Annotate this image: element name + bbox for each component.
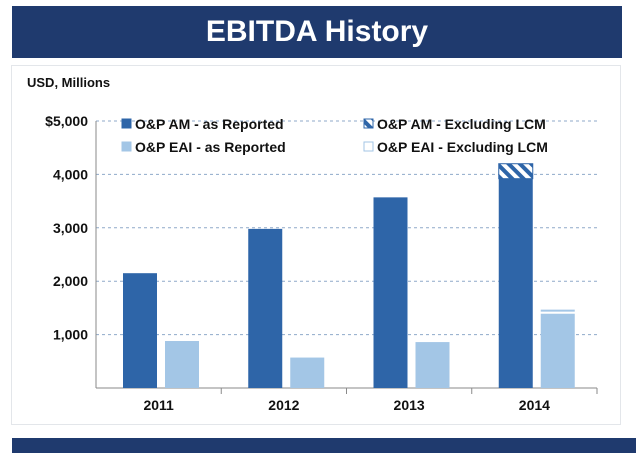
bar: [498, 178, 533, 388]
x-tick-label: 2013: [394, 397, 425, 413]
bar: [540, 313, 575, 388]
legend-label: O&P AM - as Reported: [135, 116, 284, 132]
legend-swatch: [363, 141, 374, 152]
bar-excluding-lcm: [540, 311, 576, 314]
x-tick-label: 2014: [519, 397, 550, 413]
legend-swatch: [121, 141, 132, 152]
y-tick-label: 2,000: [53, 273, 88, 289]
page-title: EBITDA History: [205, 15, 429, 48]
legend-label: O&P EAI - as Reported: [135, 139, 286, 155]
bar-excluding-lcm: [498, 163, 534, 180]
ebitda-chart: USD, Millions 1,000 2,000 3,000 4,000 $5,000…: [27, 75, 598, 413]
unit-label: USD, Millions: [27, 75, 110, 90]
legend-swatch: [363, 118, 374, 129]
x-tick-label: 2011: [143, 397, 174, 413]
bar: [373, 197, 408, 388]
footer-bar: [12, 438, 636, 453]
y-tick-label: 4,000: [53, 166, 88, 182]
bar: [290, 357, 325, 388]
bar: [248, 228, 283, 388]
x-tick-label: 2012: [268, 397, 299, 413]
bar-excluding-lcm-cap: [540, 309, 575, 312]
legend-label: O&P AM - Excluding LCM: [377, 116, 546, 132]
y-tick-label: $5,000: [45, 113, 88, 129]
bar: [165, 341, 199, 388]
legend-swatch: [121, 118, 132, 129]
y-tick-label: 3,000: [53, 220, 88, 236]
bar: [123, 273, 157, 388]
bar: [415, 342, 450, 388]
y-tick-label: 1,000: [53, 327, 88, 343]
chart-panel: USD, Millions 1,000 2,000 3,000 4,000 $5,000…: [12, 66, 620, 424]
legend-label: O&P EAI - Excluding LCM: [377, 139, 548, 155]
title-banner: EBITDA History: [12, 6, 622, 58]
